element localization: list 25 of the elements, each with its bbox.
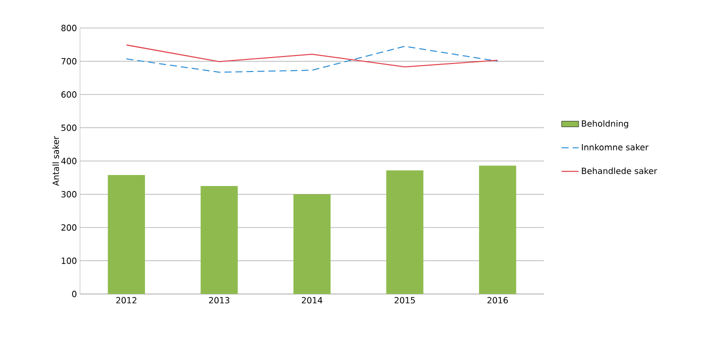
line-series <box>126 44 498 68</box>
x-tick-label: 2012 <box>116 297 136 304</box>
bar <box>293 194 331 294</box>
y-tick-label: 700 <box>62 58 76 64</box>
legend-label: Behandlede saker <box>582 168 658 174</box>
y-tick-label: 400 <box>61 158 76 164</box>
y-tick-label: 500 <box>61 124 76 131</box>
bar <box>108 174 145 294</box>
y-tick-label: 200 <box>61 224 76 231</box>
x-tick-label: 2014 <box>302 297 322 304</box>
y-tick-label: 600 <box>61 91 76 98</box>
bar <box>200 186 238 294</box>
y-tick-label: 300 <box>61 191 76 198</box>
x-tick-label: 2015 <box>394 297 415 304</box>
line-series <box>126 46 498 73</box>
y-tick-label: 0 <box>72 290 76 298</box>
x-tick-label: 2016 <box>487 297 508 304</box>
legend-label: Beholdning <box>582 120 628 128</box>
legend-label: Innkomne saker <box>582 144 649 150</box>
y-axis-title: Antall saker <box>52 136 59 186</box>
y-tick-label: 100 <box>62 258 76 264</box>
y-tick-label: 800 <box>61 24 76 32</box>
bar <box>386 170 424 294</box>
bar <box>479 166 516 294</box>
x-tick-label: 2013 <box>209 297 230 304</box>
